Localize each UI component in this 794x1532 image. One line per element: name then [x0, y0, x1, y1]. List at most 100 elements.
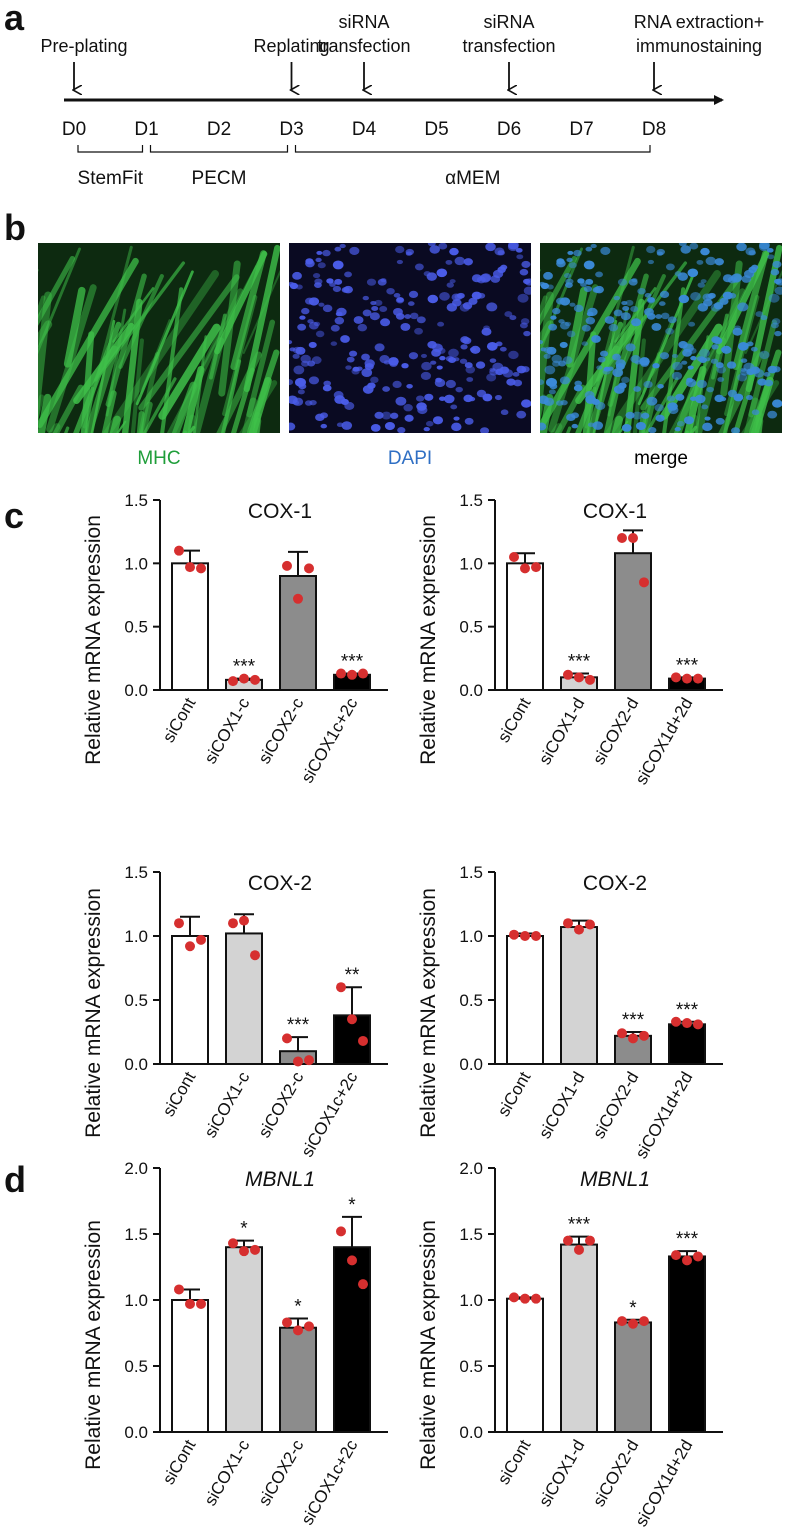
- nucleus: [655, 414, 665, 422]
- fiber: [38, 247, 81, 355]
- nucleus: [414, 263, 424, 271]
- nucleus: [597, 356, 606, 363]
- nucleus: [719, 396, 727, 402]
- data-point: [304, 1055, 314, 1066]
- nucleus: [319, 412, 328, 419]
- error-bar: [515, 552, 535, 564]
- nucleus: [508, 350, 519, 360]
- nucleus: [504, 311, 513, 318]
- nucleus: [330, 324, 340, 332]
- fiber: [209, 313, 227, 380]
- nucleus: [437, 347, 446, 354]
- nucleus: [688, 321, 696, 327]
- nucleus: [621, 424, 632, 432]
- nucleus: [615, 363, 625, 371]
- nucleus: [654, 404, 664, 412]
- nucleus: [308, 341, 317, 348]
- nucleus: [581, 341, 589, 346]
- event-label: Replating: [253, 36, 329, 56]
- nucleus: [423, 426, 430, 432]
- nucleus: [587, 307, 598, 317]
- nucleus: [655, 314, 663, 319]
- nucleus: [449, 279, 456, 284]
- event-label: siRNA: [483, 12, 534, 32]
- nucleus: [406, 384, 413, 389]
- nucleus: [475, 361, 486, 369]
- nucleus: [647, 259, 654, 265]
- nucleus: [774, 286, 782, 295]
- y-tick-label: 1.5: [124, 491, 148, 510]
- data-point: [585, 919, 595, 930]
- nucleus: [600, 350, 609, 357]
- fiber: [246, 349, 280, 433]
- nucleus: [646, 297, 656, 304]
- day-label: D5: [424, 119, 448, 140]
- nucleus: [395, 396, 407, 406]
- nucleus: [688, 347, 697, 354]
- data-point: [239, 673, 249, 684]
- nucleus: [395, 245, 405, 254]
- nucleus: [584, 391, 595, 399]
- nucleus: [443, 394, 455, 404]
- y-axis-label: Relative mRNA expression: [82, 1220, 105, 1470]
- nucleus: [753, 369, 765, 378]
- nucleus: [631, 318, 642, 327]
- nucleus: [556, 258, 565, 265]
- nucleus: [301, 307, 310, 315]
- nucleus: [600, 246, 611, 255]
- nucleus: [697, 282, 705, 288]
- nucleus: [748, 266, 757, 274]
- y-tick-label: 0.5: [124, 1357, 148, 1376]
- data-point: [585, 674, 595, 685]
- data-point: [282, 1317, 292, 1328]
- nucleus: [656, 251, 664, 256]
- nucleus: [509, 315, 517, 321]
- nucleus: [768, 293, 780, 303]
- nucleus: [379, 355, 390, 364]
- bar: [668, 1255, 706, 1433]
- fiber: [46, 284, 97, 433]
- nucleus: [353, 316, 364, 324]
- data-point: [336, 668, 346, 679]
- nucleus: [648, 427, 657, 433]
- nucleus: [678, 341, 688, 349]
- nucleus: [665, 263, 675, 271]
- nucleus: [622, 305, 630, 311]
- nucleus: [583, 285, 593, 293]
- nucleus: [566, 330, 576, 338]
- nucleus: [435, 377, 443, 383]
- nucleus: [449, 247, 459, 256]
- nucleus: [644, 307, 654, 316]
- nucleus: [687, 268, 699, 278]
- fiber: [48, 423, 61, 433]
- fiber: [139, 401, 153, 433]
- nucleus: [521, 366, 530, 373]
- fiber: [575, 321, 624, 433]
- nucleus: [452, 298, 462, 307]
- nucleus: [380, 318, 391, 327]
- nucleus: [497, 266, 506, 274]
- bar: [333, 1246, 371, 1433]
- nucleus: [674, 426, 681, 432]
- nucleus: [408, 352, 419, 360]
- data-point: [563, 1235, 573, 1246]
- nucleus: [750, 346, 758, 352]
- nucleus: [540, 422, 547, 431]
- nucleus: [681, 360, 688, 365]
- nucleus: [671, 353, 679, 358]
- x-tick-label: siCOX1d+2d: [632, 695, 697, 788]
- nucleus: [356, 366, 363, 371]
- nucleus: [390, 412, 399, 419]
- nucleus: [486, 302, 498, 312]
- nucleus: [651, 323, 662, 331]
- nucleus: [336, 307, 347, 317]
- significance: ***: [287, 1015, 310, 1036]
- nucleus: [559, 376, 571, 385]
- nucleus: [436, 268, 448, 278]
- nucleus: [416, 395, 425, 402]
- nucleus: [630, 355, 641, 364]
- image-caption: DAPI: [388, 448, 432, 469]
- significance: ***: [568, 1215, 591, 1236]
- nucleus: [481, 327, 492, 336]
- nucleus: [563, 272, 572, 279]
